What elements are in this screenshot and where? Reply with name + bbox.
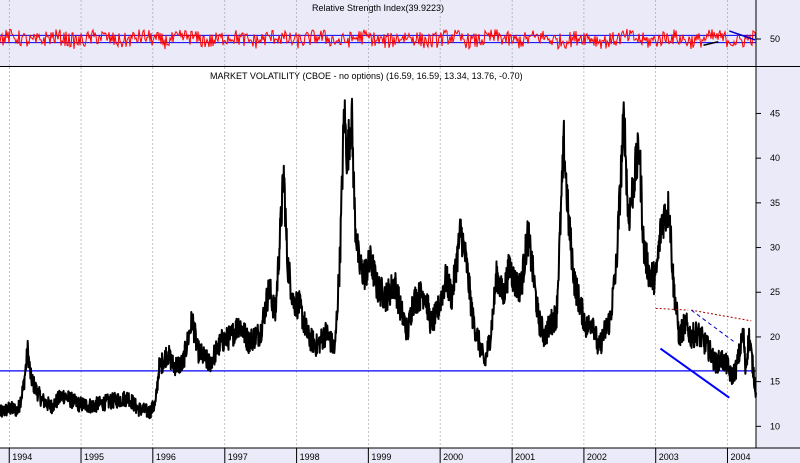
vix-trendline (655, 307, 689, 311)
date-tick-label: 2003 (659, 452, 679, 462)
vix-series-line (0, 97, 757, 420)
vix-y-tick-label: 35 (770, 198, 780, 208)
date-tick-label: 2004 (730, 452, 750, 462)
date-tick-label: 2001 (515, 452, 535, 462)
rsi-y-ticks: 50 (0, 0, 800, 67)
vix-y-tick-label: 10 (770, 421, 780, 431)
date-axis-ticks: 1994 1995 1996 1997 1998 1999 2000 2001 2002 2003… (8, 448, 751, 463)
vix-y-tick-label: 45 (770, 108, 780, 118)
vix-trendline (690, 309, 734, 342)
date-tick-label: 2000 (443, 452, 463, 462)
date-axis-bg (0, 448, 800, 463)
date-tick-label: 1996 (156, 452, 176, 462)
rsi-axis-bg (756, 0, 800, 66)
rsi-trendline (729, 30, 756, 41)
vix-panel-bg (0, 67, 756, 448)
rsi-trendlines (703, 30, 756, 46)
vix-grid (8, 67, 728, 448)
rsi-series-line (0, 28, 757, 51)
rsi-trendline (703, 40, 719, 46)
date-tick-label: 1997 (228, 452, 248, 462)
vix-y-tick-label: 25 (770, 287, 780, 297)
rsi-y-tick-label: 50 (770, 34, 780, 44)
date-tick-label: 1999 (371, 452, 391, 462)
vix-y-tick-label: 20 (770, 332, 780, 342)
vix-y-tick-label: 40 (770, 153, 780, 163)
date-tick-label: 1995 (84, 452, 104, 462)
rsi-grid (8, 0, 728, 66)
date-tick-label: 1998 (300, 452, 320, 462)
date-tick-label: 2002 (587, 452, 607, 462)
vix-axis-bg (756, 67, 800, 448)
date-tick-label: 1994 (12, 452, 32, 462)
vix-trendline (659, 347, 730, 399)
vix-y-ticks: 10 15 20 25 30 35 40 45 (755, 67, 780, 448)
rsi-title: Relative Strength Index(39.9223) (312, 3, 444, 13)
vix-y-tick-label: 30 (770, 243, 780, 253)
vix-title: MARKET VOLATILITY (CBOE - no options) (1… (210, 71, 523, 81)
vix-y-tick-label: 15 (770, 377, 780, 387)
vix-trendlines (655, 307, 752, 399)
